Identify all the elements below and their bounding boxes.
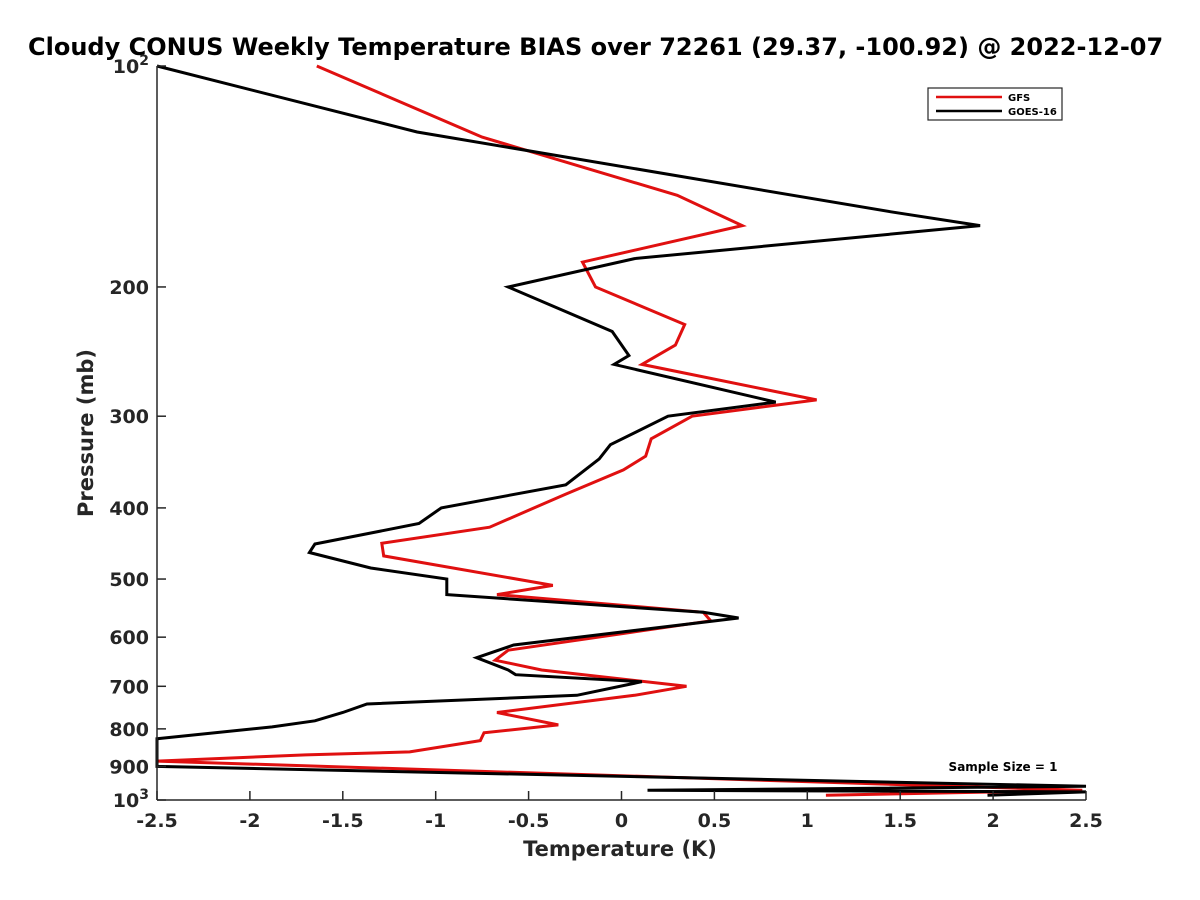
x-tick-label: -1.5 [322,810,364,832]
y-tick-label: 500 [109,569,149,591]
legend-label: GOES-16 [1008,107,1057,118]
x-tick-label: -1 [425,810,446,832]
y-tick-label: 800 [109,719,149,741]
legend-box [927,87,1063,121]
y-tick-label: 103 [113,787,149,812]
y-tick-label: 400 [109,498,149,520]
series-line-gfs [156,64,1083,797]
chart-title: Cloudy CONUS Weekly Temperature BIAS ove… [28,33,1163,61]
x-tick-label: 0.5 [698,810,732,832]
x-tick-label: 2.5 [1069,810,1103,832]
y-axis-label: Pressure (mb) [74,349,98,517]
y-tick-label: 600 [109,627,149,649]
legend: GFS GOES-16 [927,87,1063,121]
x-tick-label: 2 [986,810,999,832]
x-axis-label: Temperature (K) [523,837,717,861]
x-tick-label: -0.5 [508,810,550,832]
x-tick-label: -2 [239,810,260,832]
y-tick-label: 300 [109,406,149,428]
plot-area [155,64,1087,797]
x-tick-label: 1.5 [883,810,917,832]
y-tick-label: 102 [113,53,149,78]
series-line-goes-16 [155,64,1087,797]
x-tick-label: -2.5 [136,810,178,832]
legend-label: GFS [1008,93,1030,104]
x-tick-label: 1 [801,810,814,832]
y-tick-label: 900 [109,756,149,778]
y-tick-label: 200 [109,277,149,299]
axes: -2.5 -2 -1.5 -1 -0.5 0 0.5 1 1.5 2 2.5 102 200 300 400… [109,53,1103,832]
sample-size-annotation: Sample Size = 1 [949,760,1058,774]
x-tick-label: 0 [615,810,628,832]
y-tick-label: 700 [109,676,149,698]
